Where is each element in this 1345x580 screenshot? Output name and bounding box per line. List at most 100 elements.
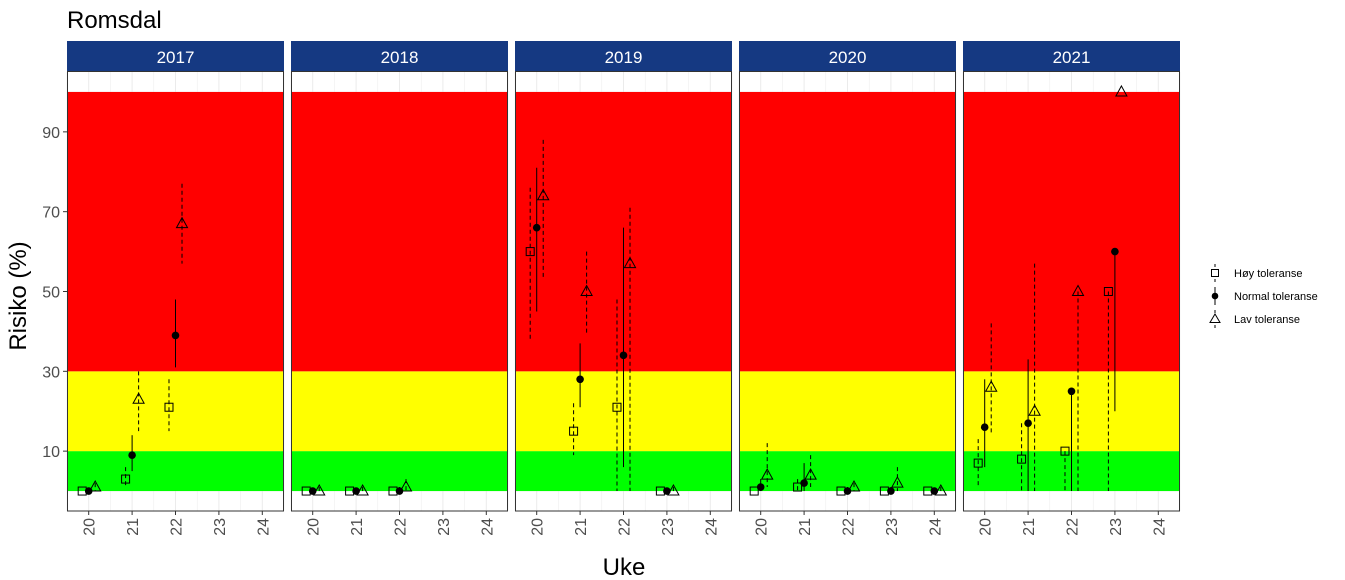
point-circle: [980, 423, 989, 431]
risk-band-0: [291, 451, 508, 492]
x-tick-label: 23: [660, 518, 677, 536]
data-point: [847, 480, 861, 492]
point-triangle: [847, 480, 861, 492]
y-axis-label: Risiko (%): [5, 241, 32, 350]
point-triangle: [667, 484, 680, 496]
x-tick-label: 24: [1151, 518, 1168, 536]
y-tick-label: 90: [42, 125, 60, 142]
data-point: [1060, 446, 1070, 492]
data-point: [804, 455, 817, 488]
legend-square: [1211, 269, 1219, 277]
risk-band-2: [739, 91, 956, 372]
point-triangle: [356, 484, 369, 496]
point-square: [793, 482, 803, 492]
x-tick-label: 24: [255, 518, 272, 536]
x-tick-label: 23: [212, 518, 229, 536]
data-point: [934, 484, 948, 496]
data-point: [973, 439, 983, 488]
data-point: [1111, 247, 1119, 412]
point-triangle: [1071, 284, 1085, 296]
point-triangle: [984, 380, 998, 392]
point-square: [1017, 454, 1027, 464]
point-square: [612, 402, 622, 412]
data-point: [132, 371, 145, 432]
point-triangle: [312, 484, 326, 496]
point-square: [525, 247, 535, 257]
point-circle: [1111, 247, 1119, 256]
facet-strip: [291, 41, 508, 71]
data-point: [356, 484, 369, 496]
point-triangle: [88, 480, 102, 492]
risk-band-0: [67, 451, 284, 492]
risk-band-0: [739, 451, 956, 492]
data-point: [760, 443, 774, 488]
data-point: [532, 167, 541, 312]
x-tick-label: 24: [479, 518, 496, 536]
data-point: [1071, 284, 1085, 492]
legend-triangle: [1209, 313, 1221, 323]
x-tick-label: 22: [841, 518, 858, 536]
point-square: [121, 474, 131, 484]
point-circle: [1024, 419, 1032, 428]
data-point: [1103, 287, 1113, 492]
data-point: [980, 379, 989, 468]
facet-label: 2018: [381, 48, 419, 67]
data-point: [312, 484, 326, 496]
point-triangle: [804, 468, 817, 480]
x-tick-label: 20: [82, 518, 99, 536]
y-tick-label: 10: [42, 444, 60, 461]
x-tick-label: 23: [1108, 518, 1125, 536]
point-triangle: [132, 392, 145, 404]
facet-strip: [739, 41, 956, 71]
data-point: [164, 379, 174, 432]
data-point: [984, 323, 998, 436]
x-tick-label: 21: [573, 518, 590, 536]
facet-label: 2019: [605, 48, 643, 67]
point-triangle: [623, 256, 637, 269]
x-tick-label: 21: [797, 518, 814, 536]
point-triangle: [934, 484, 948, 496]
x-tick-label: 21: [1021, 518, 1038, 536]
x-tick-label: 22: [169, 518, 186, 536]
point-triangle: [399, 480, 413, 492]
data-point: [619, 227, 628, 468]
panel-2019: 2019 20 21 22 23 24: [514, 41, 733, 536]
data-point: [667, 484, 680, 496]
data-point: [175, 183, 189, 264]
point-square: [973, 458, 983, 468]
facet-label: 2021: [1053, 48, 1091, 67]
legend-item: Høy toleranse: [1211, 264, 1302, 282]
data-point: [612, 299, 622, 492]
y-tick-label: 50: [42, 285, 60, 302]
x-tick-label: 20: [978, 518, 995, 536]
data-point: [800, 463, 808, 492]
data-point: [891, 467, 904, 492]
point-square: [569, 426, 579, 436]
x-axis-label: Uke: [603, 554, 646, 580]
data-point: [1024, 359, 1032, 492]
point-circle: [887, 487, 895, 495]
x-tick-label: 22: [1065, 518, 1082, 536]
legend-label: Høy toleranse: [1234, 268, 1302, 280]
point-circle: [128, 451, 136, 459]
data-point: [536, 139, 550, 280]
point-square: [749, 486, 759, 496]
x-tick-label: 23: [436, 518, 453, 536]
point-square: [1103, 287, 1113, 296]
x-tick-label: 21: [349, 518, 366, 536]
point-circle: [1067, 387, 1076, 396]
legend-circle: [1211, 292, 1219, 300]
point-circle: [619, 351, 628, 360]
legend-label: Lav toleranse: [1234, 314, 1300, 326]
data-point: [569, 403, 579, 456]
point-triangle: [760, 468, 774, 480]
data-point: [171, 299, 180, 368]
data-point: [88, 480, 102, 492]
data-point: [1067, 387, 1076, 492]
point-circle: [756, 483, 765, 491]
legend-item: Normal toleranse: [1211, 287, 1318, 305]
point-square: [164, 402, 174, 412]
